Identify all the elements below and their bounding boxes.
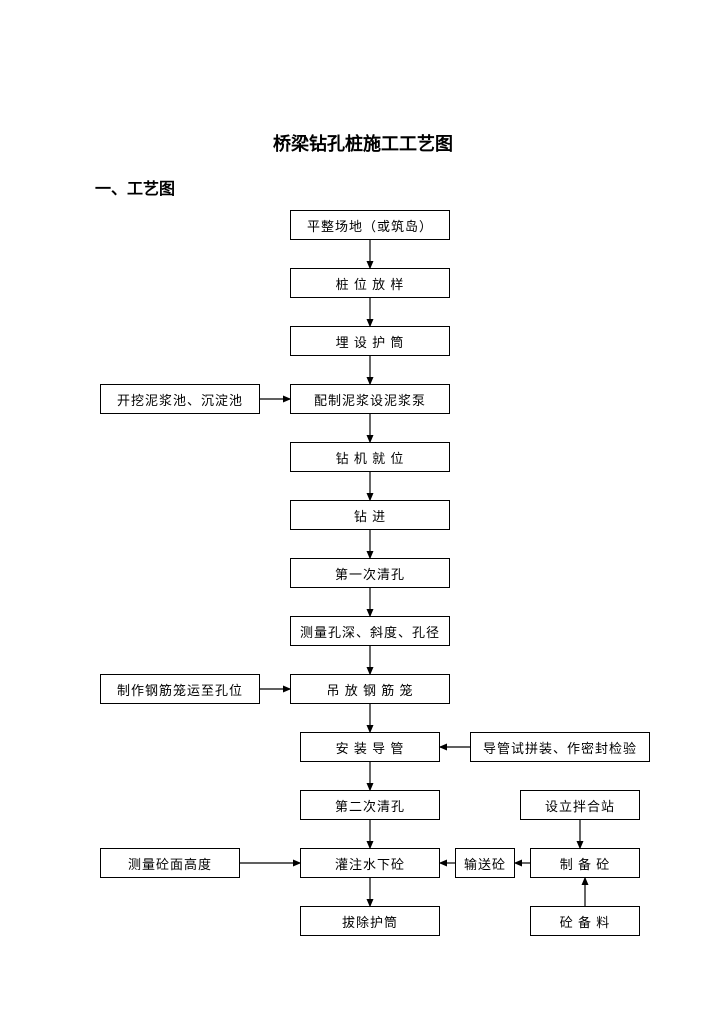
flow-node-n3: 埋 设 护 筒 xyxy=(290,326,450,356)
flow-node-n13: 拔除护筒 xyxy=(300,906,440,936)
flow-node-n5: 钻 机 就 位 xyxy=(290,442,450,472)
flow-node-n4s: 开挖泥浆池、沉淀池 xyxy=(100,384,260,414)
flow-node-n2: 桩 位 放 样 xyxy=(290,268,450,298)
flow-node-n12r: 制 备 砼 xyxy=(530,848,640,878)
flow-node-n9: 吊 放 钢 筋 笼 xyxy=(290,674,450,704)
flow-node-n6: 钻 进 xyxy=(290,500,450,530)
flow-node-n11r: 设立拌合站 xyxy=(520,790,640,820)
page-title: 桥梁钻孔桩施工工艺图 xyxy=(0,130,726,156)
flow-node-n10s: 导管试拼装、作密封检验 xyxy=(470,732,650,762)
flow-node-n1: 平整场地（或筑岛） xyxy=(290,210,450,240)
flow-node-n4: 配制泥浆设泥浆泵 xyxy=(290,384,450,414)
section-heading: 一、工艺图 xyxy=(95,175,175,199)
flow-node-n8: 测量孔深、斜度、孔径 xyxy=(290,616,450,646)
flow-node-n13r: 砼 备 料 xyxy=(530,906,640,936)
flow-node-n11: 第二次清孔 xyxy=(300,790,440,820)
flow-node-n10: 安 装 导 管 xyxy=(300,732,440,762)
flow-node-n7: 第一次清孔 xyxy=(290,558,450,588)
flow-node-n12: 灌注水下砼 xyxy=(300,848,440,878)
flow-node-n12m: 输送砼 xyxy=(455,848,515,878)
flow-node-n9s: 制作钢筋笼运至孔位 xyxy=(100,674,260,704)
flow-node-n12l: 测量砼面高度 xyxy=(100,848,240,878)
